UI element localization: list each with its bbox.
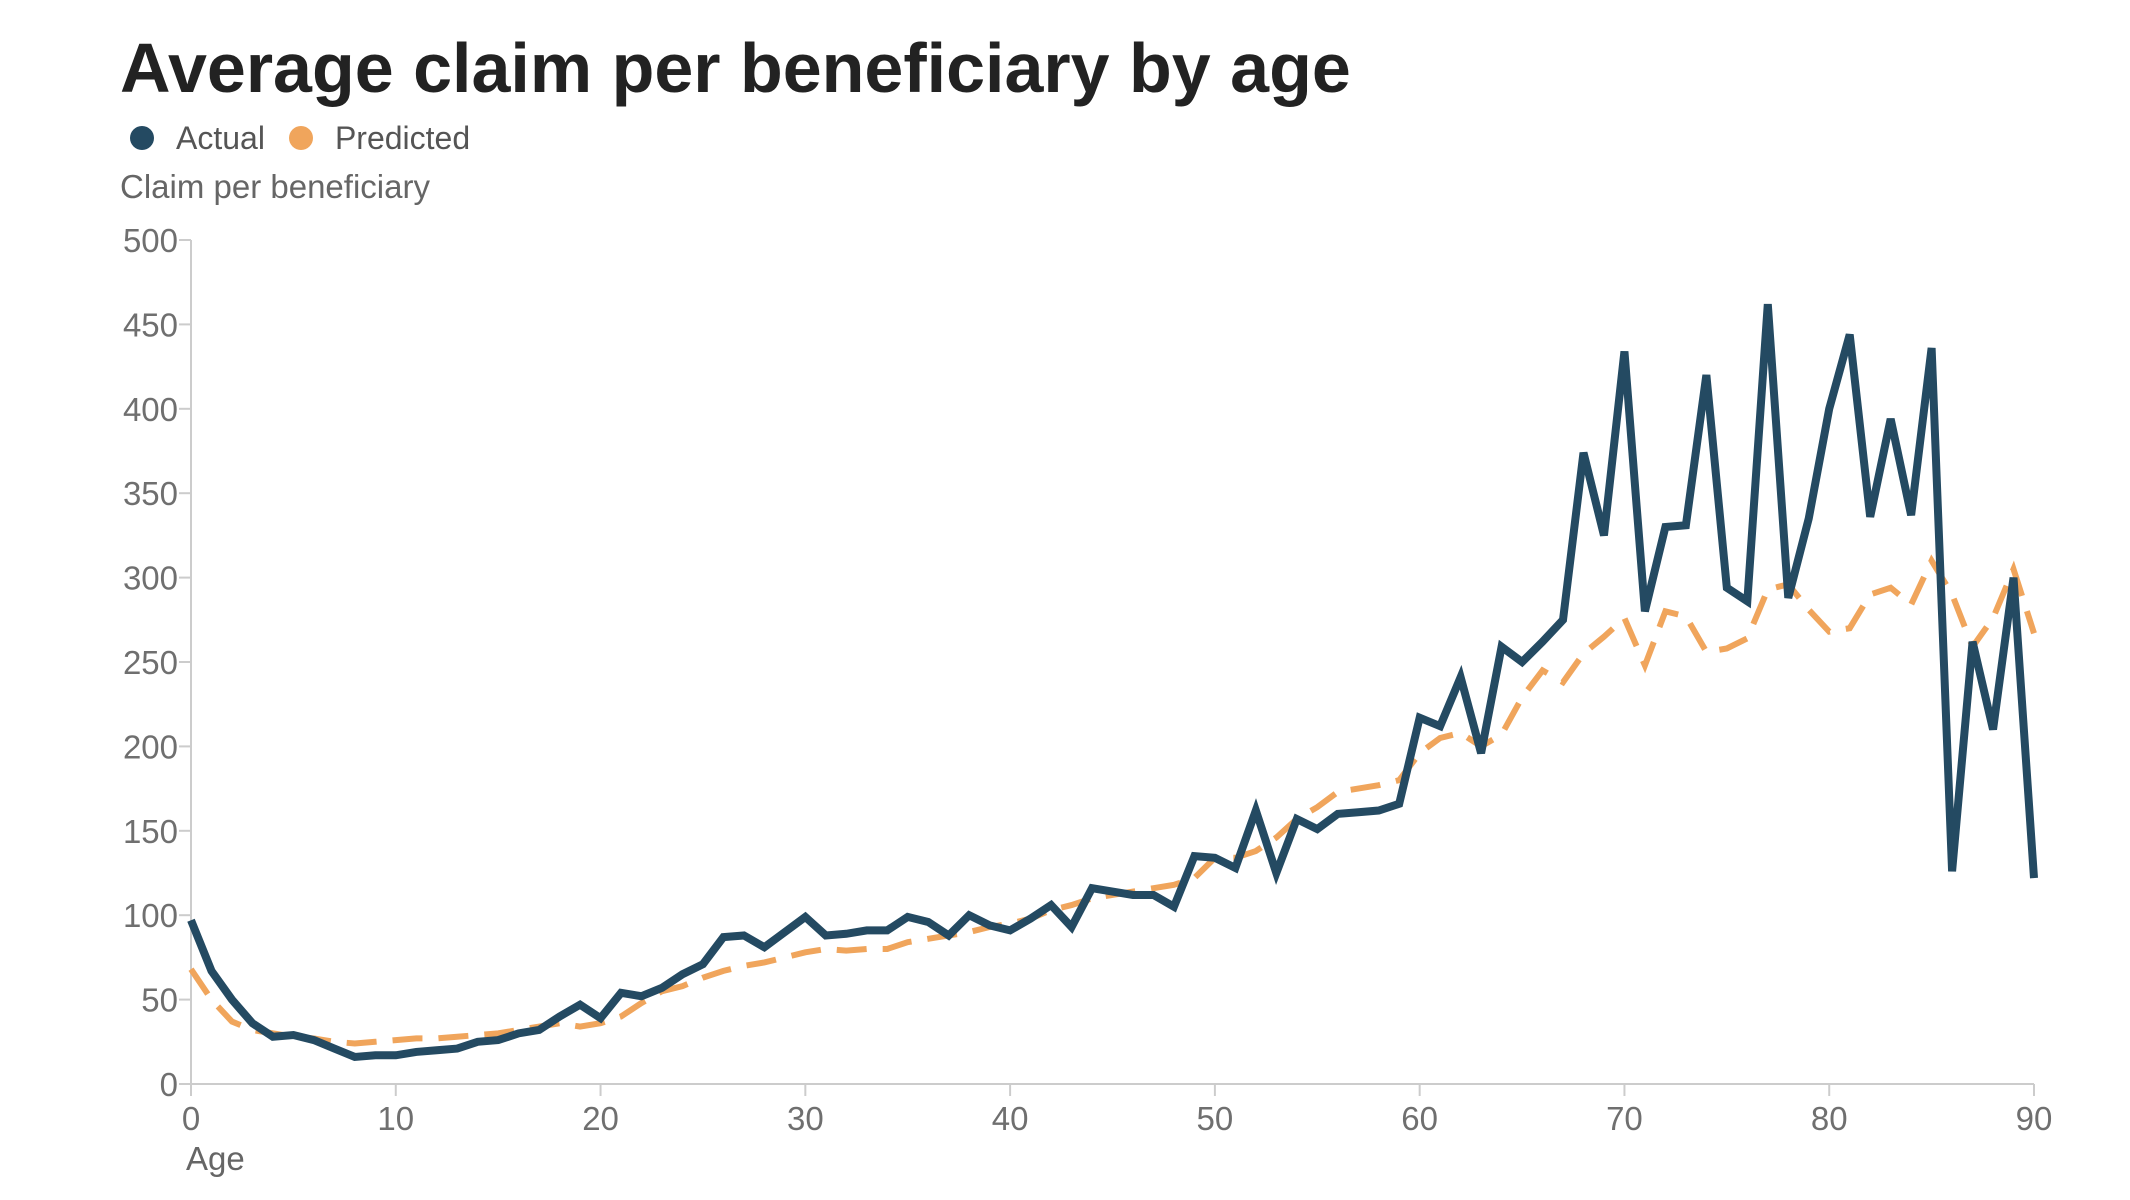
x-tick-label: 70: [1606, 1100, 1643, 1137]
y-tick-label: 50: [141, 982, 178, 1019]
y-tick-label: 500: [123, 222, 178, 259]
x-tick-label: 10: [377, 1100, 414, 1137]
series-line-actual: [187, 303, 2038, 1062]
x-tick-label: 90: [2016, 1100, 2053, 1137]
y-tick-label: 0: [160, 1066, 178, 1103]
x-tick-label: 30: [787, 1100, 824, 1137]
series-line-predicted: [188, 554, 2037, 1047]
legend-marker-predicted: [288, 126, 313, 150]
legend: Actual Predicted: [130, 118, 494, 158]
y-tick-label: 400: [123, 391, 178, 428]
x-tick-label: 40: [992, 1100, 1029, 1137]
x-tick-label: 50: [1197, 1100, 1234, 1137]
x-tick-label: 0: [182, 1100, 200, 1137]
y-tick-label: 250: [123, 644, 178, 681]
y-tick-label: 450: [123, 306, 178, 343]
y-tick-label: 150: [123, 813, 178, 850]
legend-marker-actual: [130, 126, 154, 150]
y-axis-title: Claim per beneficiary: [120, 168, 430, 205]
chart-title: Average claim per beneficiary by age: [120, 29, 1351, 107]
y-tick-label: 350: [123, 475, 178, 512]
legend-label-actual: Actual: [176, 119, 265, 156]
y-tick-label: 300: [123, 560, 178, 597]
legend-item-predicted: Predicted: [288, 119, 471, 157]
y-tick-label: 100: [123, 897, 178, 934]
legend-label-predicted: Predicted: [334, 119, 471, 156]
legend-item-actual: Actual: [130, 120, 265, 157]
x-tick-label: 80: [1811, 1100, 1848, 1137]
x-axis-title: Age: [186, 1140, 245, 1177]
y-tick-label: 200: [123, 728, 178, 765]
x-tick-label: 60: [1401, 1100, 1438, 1137]
x-tick-label: 20: [582, 1100, 619, 1137]
